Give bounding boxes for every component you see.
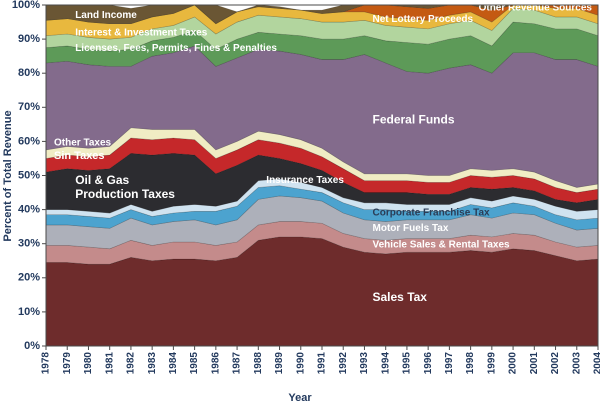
label-interest-and-investment-taxes: Interest & Investment Taxes	[75, 28, 208, 39]
y-tick-label: 30%	[18, 238, 40, 250]
x-tick-label-1996: 1996	[423, 352, 434, 375]
y-tick-label: 0%	[24, 340, 40, 352]
y-tick-label: 10%	[18, 306, 40, 318]
label-oil-and-gas: Oil & Gas	[75, 173, 129, 187]
label-vehicle-sales-and-rental-taxes: Vehicle Sales & Rental Taxes	[373, 240, 511, 251]
label-sales-tax: Sales Tax	[373, 290, 428, 304]
x-tick-label-1988: 1988	[253, 352, 264, 375]
x-tick-label-1998: 1998	[465, 352, 476, 375]
y-axis-title: Percent of Total Revenue	[2, 110, 14, 241]
y-tick-label: 60%	[18, 135, 40, 147]
label-production-taxes: Production Taxes	[75, 187, 175, 201]
x-tick-label-1994: 1994	[380, 352, 391, 375]
label-net-lottery-proceeds: Net Lottery Proceeds	[373, 14, 474, 25]
x-tick-label-1984: 1984	[168, 352, 179, 375]
x-tick-label-2001: 2001	[529, 352, 540, 375]
x-tick-label-2004: 2004	[593, 352, 600, 375]
x-tick-label-1980: 1980	[83, 352, 94, 375]
x-tick-label-1979: 1979	[62, 352, 73, 375]
x-tick-label-1982: 1982	[126, 352, 137, 375]
y-tick-label: 50%	[18, 169, 40, 181]
label-corporate-franchise-tax: Corporate Franchise Tax	[373, 207, 491, 218]
label-land-income: Land Income	[75, 10, 137, 21]
label-other-revenue-sources: Other Revenue Sources	[479, 2, 593, 13]
x-tick-label-1990: 1990	[295, 352, 306, 375]
x-tick-label-1983: 1983	[147, 352, 158, 375]
x-tick-label-1995: 1995	[402, 352, 413, 375]
x-tick-label-1986: 1986	[210, 352, 221, 375]
y-tick-label: 70%	[18, 101, 40, 113]
x-tick-label-1991: 1991	[317, 352, 328, 375]
x-tick-label-1992: 1992	[338, 352, 349, 375]
y-tick-label: 90%	[18, 33, 40, 45]
x-tick-label-1987: 1987	[232, 352, 243, 375]
x-tick-label-1997: 1997	[444, 352, 455, 375]
label-licenses-fees-permits-fines-and-penalties: Licenses, Fees, Permits, Fines & Penalti…	[75, 43, 277, 54]
x-tick-label-2000: 2000	[508, 352, 519, 375]
label-insurance-taxes: Insurance Taxes	[266, 175, 344, 186]
y-tick-label: 40%	[18, 204, 40, 216]
x-tick-label-1985: 1985	[189, 352, 200, 375]
y-tick-label: 80%	[18, 67, 40, 79]
x-axis-title: Year	[288, 392, 312, 404]
x-tick-label-2002: 2002	[550, 352, 561, 375]
y-tick-label: 100%	[12, 0, 40, 11]
label-motor-fuels-tax: Motor Fuels Tax	[373, 223, 449, 234]
x-axis-ticks: 1978 1979 1980 1981 1982 1983 1984 1985 1986 1987…	[41, 346, 600, 374]
area-labels-layer: Land Income Interest & Investment Taxes Li…	[54, 2, 592, 303]
x-tick-label-1981: 1981	[104, 352, 115, 375]
label-federal-funds: Federal Funds	[373, 112, 455, 126]
label-sin-taxes: Sin Taxes	[54, 150, 105, 162]
x-tick-label-1993: 1993	[359, 352, 370, 375]
y-axis-ticks: 0% 10% 20% 30% 40% 50% 60% 70% 80% 90% 100%	[12, 0, 46, 352]
x-tick-label-2003: 2003	[571, 352, 582, 375]
x-tick-label-1999: 1999	[486, 352, 497, 375]
label-other-taxes: Other Taxes	[54, 137, 111, 148]
y-tick-label: 20%	[18, 272, 40, 284]
area-series-layer	[45, 4, 599, 347]
x-tick-label-1978: 1978	[41, 352, 52, 375]
x-tick-label-1989: 1989	[274, 352, 285, 375]
